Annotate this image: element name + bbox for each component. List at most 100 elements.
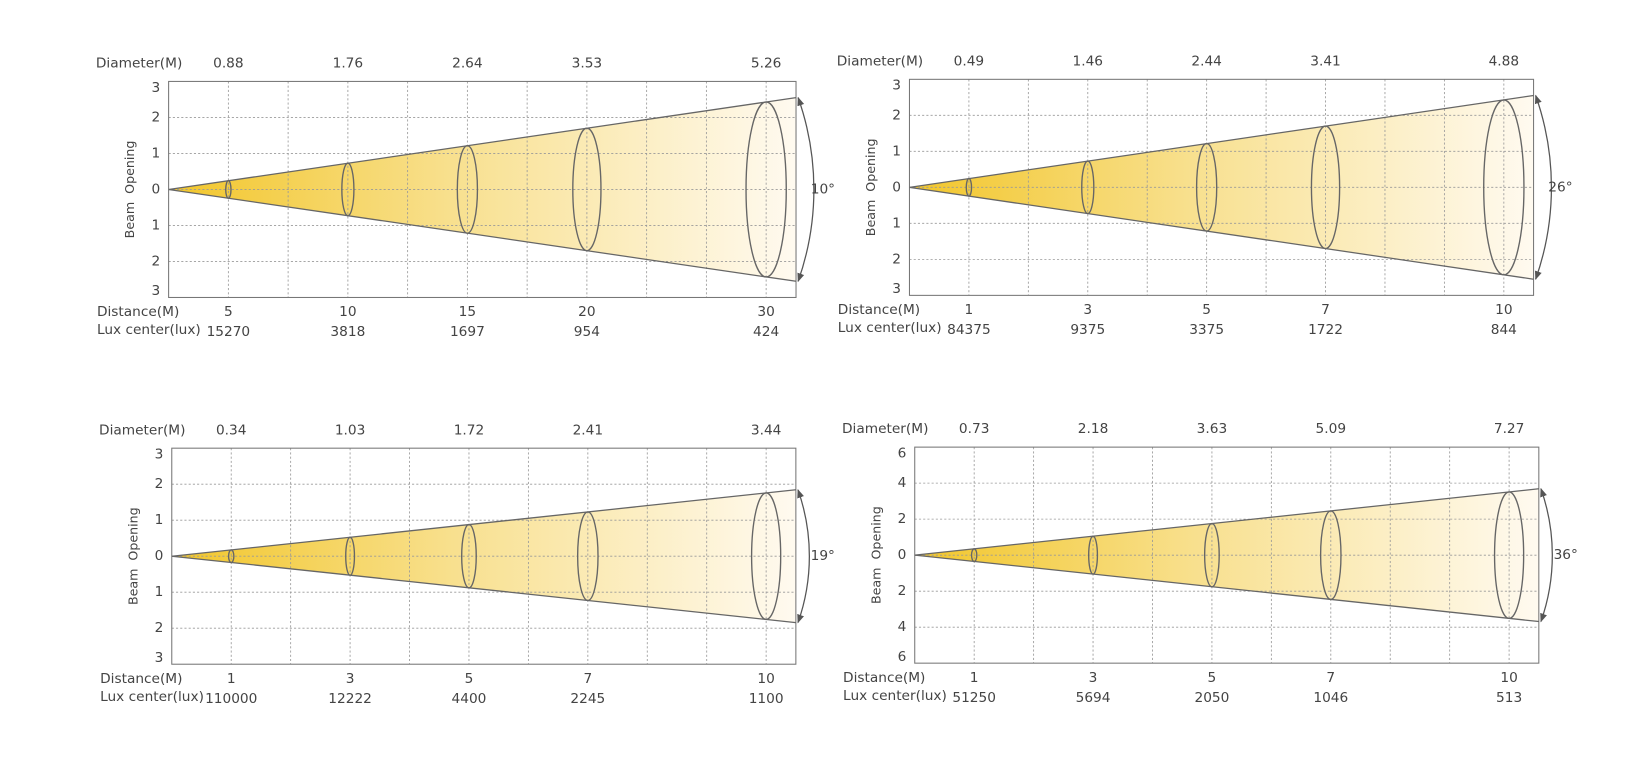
beam-angle: 10° <box>811 181 835 197</box>
diameter-value: 1.03 <box>335 422 365 438</box>
y-tick-label: 0 <box>898 547 907 563</box>
diameter-value: 0.34 <box>216 422 246 438</box>
y-tick-label: 2 <box>892 251 901 267</box>
y-tick-label: 1 <box>892 143 901 159</box>
angle-arc <box>1540 487 1553 623</box>
beam-panel: 0.49 1 84375 1.46 3 9375 2.44 5 3375 3.41 7 1722 4.8… <box>837 53 1573 338</box>
beam-section <box>341 162 355 217</box>
lux-label: Lux center(lux) <box>100 689 204 705</box>
distance-value: 5 <box>224 304 233 320</box>
distance-value: 5 <box>465 671 474 687</box>
distance-value: 1 <box>227 671 236 687</box>
diameter-value: 3.63 <box>1197 421 1227 437</box>
distance-value: 3 <box>346 671 355 687</box>
y-axis-label: Beam Opening <box>122 141 137 239</box>
cone-edge <box>909 94 1534 188</box>
lux-value: 51250 <box>952 690 996 706</box>
y-tick-label: 1 <box>155 584 164 600</box>
beam-section <box>461 523 477 589</box>
distance-value: 10 <box>1500 670 1517 686</box>
diameter-value: 2.41 <box>573 422 603 438</box>
diameter-value: 2.64 <box>452 56 482 72</box>
distance-value: 10 <box>339 304 356 320</box>
diameter-value: 7.27 <box>1494 421 1524 437</box>
lux-value: 9375 <box>1070 322 1105 338</box>
distance-value: 7 <box>1321 302 1330 318</box>
beam-section <box>225 180 232 199</box>
y-tick-label: 2 <box>155 476 164 492</box>
distance-value: 10 <box>757 671 774 687</box>
beam-section <box>572 127 602 252</box>
diameter-value: 2.44 <box>1191 53 1221 69</box>
diameter-value: 1.76 <box>333 56 363 72</box>
y-tick-label: 0 <box>155 548 164 564</box>
y-tick-label: 3 <box>892 281 901 297</box>
diameter-value: 3.53 <box>572 56 602 72</box>
diameter-value: 0.49 <box>954 53 984 69</box>
y-tick-label: 1 <box>151 217 160 233</box>
lux-value: 5694 <box>1076 690 1111 706</box>
y-tick-label: 0 <box>151 181 160 197</box>
y-tick-label: 4 <box>898 475 907 491</box>
y-tick-label: 3 <box>155 447 164 463</box>
y-tick-label: 1 <box>151 145 160 161</box>
beam-section <box>576 511 599 602</box>
beam-section <box>1088 535 1099 575</box>
diameter-value: 5.26 <box>751 56 781 72</box>
diameter-value: 3.41 <box>1310 53 1340 69</box>
beam-panel: 0.731512502.18356943.63520505.09710467.2… <box>842 421 1578 706</box>
beam-section <box>745 101 787 278</box>
beam-panel: 0.34 1 110000 1.03 3 12222 1.72 5 4400 2.41 7 2245 3… <box>99 422 835 707</box>
y-tick-label: 1 <box>892 215 901 231</box>
diameter-label: Diameter(M) <box>837 53 923 69</box>
y-tick-label: 3 <box>151 283 160 299</box>
distance-value: 5 <box>1202 302 1211 318</box>
distance-label: Distance(M) <box>100 671 182 687</box>
beam-angle: 19° <box>811 548 835 564</box>
lux-value: 15270 <box>207 324 251 340</box>
lux-value: 954 <box>574 324 600 340</box>
distance-value: 3 <box>1083 302 1092 318</box>
diameter-value: 0.88 <box>213 56 243 72</box>
lux-value: 84375 <box>947 322 991 338</box>
y-tick-label: 1 <box>155 512 164 528</box>
distance-value: 20 <box>578 304 595 320</box>
y-tick-label: 2 <box>898 511 907 527</box>
y-tick-label: 2 <box>151 109 160 125</box>
beam-section <box>1319 510 1342 601</box>
diameter-value: 5.09 <box>1316 421 1346 437</box>
angle-arc <box>797 488 810 624</box>
lux-value: 1046 <box>1313 690 1348 706</box>
beam-section <box>750 492 782 621</box>
lux-label: Lux center(lux) <box>838 320 942 336</box>
lux-value: 4400 <box>452 691 487 707</box>
y-axis-label: Beam Opening <box>863 138 878 236</box>
diameter-value: 2.18 <box>1078 421 1108 437</box>
lux-value: 3375 <box>1189 322 1224 338</box>
beam-section <box>1081 160 1095 215</box>
lux-value: 844 <box>1491 322 1517 338</box>
distance-value: 5 <box>1208 670 1217 686</box>
distance-label: Distance(M) <box>843 670 925 686</box>
diameter-value: 1.46 <box>1073 53 1103 69</box>
distance-value: 3 <box>1089 670 1098 686</box>
y-tick-label: 4 <box>898 619 907 635</box>
beam-section <box>227 549 235 564</box>
cone-edge <box>168 188 797 282</box>
cone-edge <box>914 488 1539 556</box>
distance-label: Distance(M) <box>97 304 179 320</box>
beam-section <box>970 548 978 563</box>
distance-value: 7 <box>583 671 592 687</box>
lux-value: 1100 <box>749 691 784 707</box>
cone-edge <box>171 489 796 557</box>
lux-value: 424 <box>753 324 779 340</box>
lux-value: 1722 <box>1308 322 1343 338</box>
lux-value: 12222 <box>328 691 372 707</box>
cone-edge <box>171 555 796 624</box>
beam-section <box>965 177 973 197</box>
lux-value: 110000 <box>205 691 257 707</box>
beam-section <box>1310 125 1341 250</box>
y-tick-label: 2 <box>151 253 160 269</box>
